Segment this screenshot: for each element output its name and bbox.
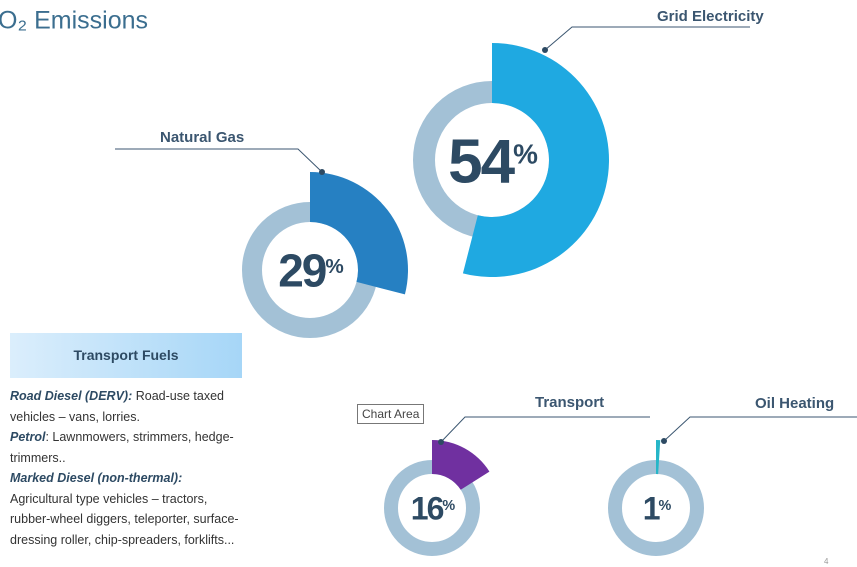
tooltip: Chart Area [357, 404, 425, 424]
term: Marked Diesel (non-thermal): [10, 471, 183, 485]
leader-line [440, 416, 650, 443]
leader-dot [319, 169, 325, 175]
page-number: 4 [824, 557, 829, 566]
value-label: 16% [411, 491, 456, 527]
wedge [462, 43, 609, 277]
text: Road-use taxed vehicles – vans, lorries. [10, 389, 224, 424]
value-label: 1% [643, 491, 672, 527]
chart-title: Natural Gas [160, 129, 244, 146]
value-label: 54% [448, 127, 538, 196]
leader-dot [438, 439, 444, 445]
leader-dot [661, 438, 667, 444]
text: Agricultural type vehicles – tractors, r… [10, 491, 239, 547]
wedge [656, 440, 661, 475]
term: Road Diesel (DERV): [10, 389, 133, 403]
wedge [432, 440, 490, 490]
item: Petrol: Lawnmowers, strimmers, hedge-tri… [10, 427, 242, 468]
text: : Lawnmowers, strimmers, hedge-trimmers.… [10, 430, 234, 465]
chart-title: Grid Electricity [657, 8, 764, 25]
chart-title: Oil Heating [755, 395, 834, 412]
sidebar: Transport Fuels Road Diesel (DERV): Road… [10, 333, 242, 550]
leader-line [115, 148, 323, 173]
term: Petrol [10, 430, 46, 444]
wedge [310, 172, 408, 295]
leader-line [663, 416, 857, 442]
leader-dot [542, 47, 548, 53]
value-label: 29% [278, 245, 343, 297]
item: Marked Diesel (non-thermal): Agricultural… [10, 468, 242, 550]
chart-title: Transport [535, 394, 604, 411]
leader-line [544, 26, 750, 51]
item: Road Diesel (DERV): Road-use taxed vehic… [10, 386, 242, 427]
sidebar-heading: Transport Fuels [10, 333, 242, 378]
slide-title: O₂ Emissions [0, 7, 148, 35]
